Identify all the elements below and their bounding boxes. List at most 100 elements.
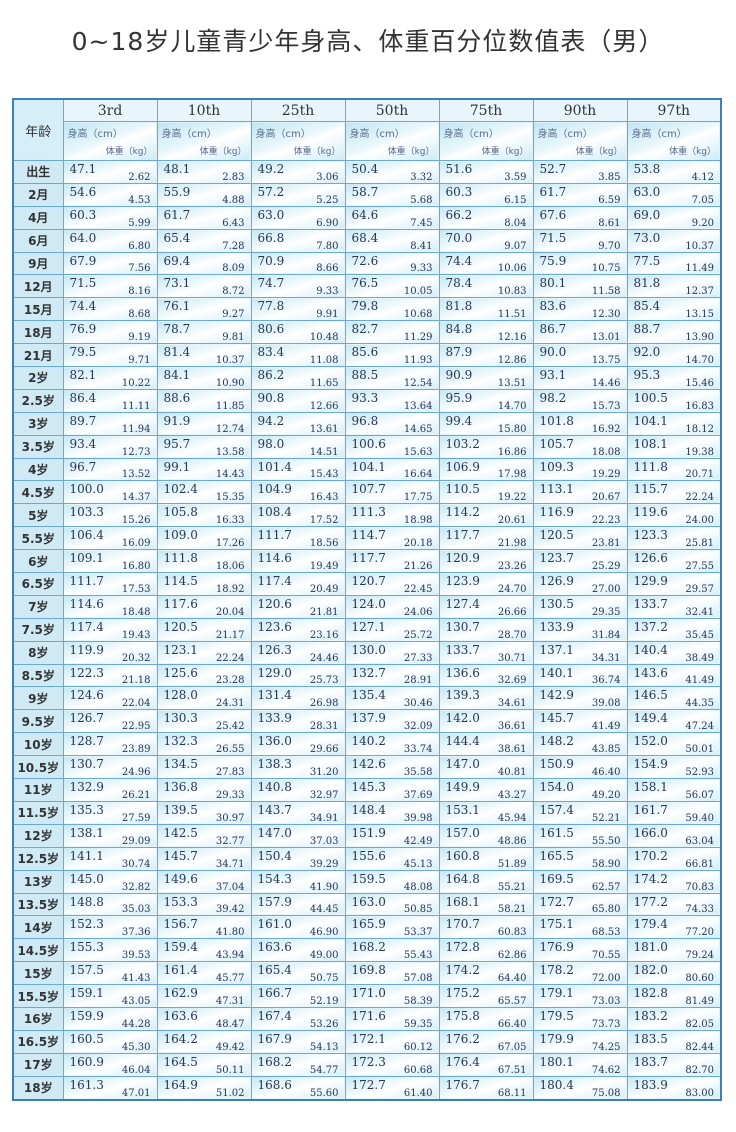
weight-value: 39.29 bbox=[309, 858, 339, 870]
weight-value: 8.41 bbox=[410, 240, 433, 252]
height-value: 67.9 bbox=[69, 253, 97, 268]
table-row: 15月 74.4 8.68 76.1 9.27 77.8 9.91 79.8 10.68 81.8… bbox=[12, 297, 722, 322]
table-row: 3岁 89.7 11.94 91.9 12.74 94.2 13.61 96.8 14.65 99… bbox=[12, 411, 722, 436]
height-value: 99.4 bbox=[445, 413, 473, 428]
percentile-cell: 103.2 16.86 bbox=[438, 434, 534, 459]
height-value: 167.4 bbox=[257, 1008, 292, 1023]
height-value: 120.9 bbox=[445, 551, 480, 566]
percentile-cell: 167.9 54.13 bbox=[250, 1029, 346, 1054]
weight-value: 28.70 bbox=[497, 629, 527, 641]
height-value: 167.9 bbox=[257, 1031, 292, 1046]
weight-value: 6.90 bbox=[316, 217, 339, 229]
height-value: 55.9 bbox=[163, 184, 191, 199]
percentile-cell: 166.0 63.04 bbox=[626, 823, 722, 848]
height-value: 67.6 bbox=[539, 207, 567, 222]
height-value: 145.7 bbox=[163, 848, 198, 863]
percentile-cell: 84.1 10.90 bbox=[156, 366, 252, 390]
age-cell: 2.5岁 bbox=[12, 388, 64, 413]
height-value: 80.6 bbox=[257, 322, 285, 337]
height-value: 103.2 bbox=[445, 436, 480, 451]
percentile-cell: 150.9 46.40 bbox=[532, 755, 628, 780]
percentile-cell: 169.5 62.57 bbox=[532, 869, 628, 894]
percentile-cell: 123.6 23.16 bbox=[250, 617, 346, 642]
weight-value: 8.16 bbox=[128, 286, 151, 298]
height-value: 140.4 bbox=[633, 642, 668, 657]
height-value: 138.1 bbox=[69, 825, 104, 840]
height-value: 157.4 bbox=[539, 802, 574, 817]
weight-value: 51.02 bbox=[215, 1087, 245, 1099]
weight-value: 7.80 bbox=[316, 240, 339, 252]
height-value: 102.4 bbox=[163, 482, 198, 497]
weight-value: 11.85 bbox=[215, 400, 245, 412]
percentile-cell: 148.4 39.98 bbox=[344, 800, 440, 825]
percentile-cell: 120.5 21.17 bbox=[156, 617, 252, 642]
age-cell: 3.5岁 bbox=[12, 434, 64, 459]
percentile-cell: 133.9 31.84 bbox=[532, 617, 628, 642]
weight-value: 17.75 bbox=[403, 492, 433, 504]
height-value: 111.3 bbox=[351, 505, 386, 520]
age-cell: 16岁 bbox=[12, 1006, 64, 1031]
height-value: 106.4 bbox=[69, 528, 104, 543]
weight-value: 18.06 bbox=[215, 561, 245, 573]
weight-value: 66.81 bbox=[685, 858, 714, 870]
percentile-cell: 65.4 7.28 bbox=[156, 228, 252, 253]
height-value: 133.9 bbox=[257, 711, 292, 726]
percentile-cell: 111.8 18.06 bbox=[156, 549, 252, 574]
weight-value: 26.55 bbox=[215, 744, 245, 756]
unit-header-cell: 身高（cm） 体重（kg） bbox=[532, 121, 628, 161]
weight-value: 23.26 bbox=[497, 561, 527, 573]
height-value: 104.1 bbox=[351, 459, 386, 474]
weight-value: 14.43 bbox=[215, 469, 245, 481]
weight-value: 55.60 bbox=[309, 1087, 339, 1099]
height-value: 133.7 bbox=[633, 596, 668, 611]
percentile-cell: 150.4 39.29 bbox=[250, 846, 346, 871]
weight-value: 12.86 bbox=[497, 355, 527, 367]
height-value: 145.3 bbox=[351, 780, 386, 795]
weight-value: 50.75 bbox=[309, 973, 339, 985]
percentile-cell: 135.3 27.59 bbox=[62, 800, 158, 825]
weight-value: 26.21 bbox=[121, 789, 151, 801]
height-value: 73.0 bbox=[633, 230, 661, 245]
height-value: 79.8 bbox=[351, 299, 379, 314]
percentile-cell: 126.3 24.46 bbox=[250, 640, 346, 665]
percentile-cell: 162.9 47.31 bbox=[156, 984, 252, 1008]
height-value: 99.1 bbox=[163, 459, 191, 474]
weight-value: 13.64 bbox=[403, 400, 433, 412]
height-value: 137.2 bbox=[633, 619, 668, 634]
percentile-cell: 142.5 32.77 bbox=[156, 823, 252, 848]
percentile-cell: 72.6 9.33 bbox=[344, 251, 440, 276]
height-value: 136.6 bbox=[445, 665, 480, 680]
percentile-cell: 90.8 12.66 bbox=[250, 388, 346, 413]
height-value: 182.8 bbox=[633, 986, 668, 1001]
height-value: 100.0 bbox=[69, 482, 104, 497]
percentile-cell: 181.0 79.24 bbox=[626, 938, 722, 963]
percentile-cell: 147.0 40.81 bbox=[438, 755, 534, 780]
weight-value: 70.83 bbox=[685, 881, 714, 893]
weight-value: 6.59 bbox=[598, 194, 621, 206]
percentile-cell: 120.9 23.26 bbox=[438, 549, 534, 574]
height-value: 178.2 bbox=[539, 963, 574, 978]
percentile-cell: 142.9 39.08 bbox=[532, 686, 628, 711]
table-row: 9.5岁 126.7 22.95 130.3 25.42 133.9 28.31 137.9 3… bbox=[12, 709, 722, 734]
percentile-cell: 120.5 23.81 bbox=[532, 526, 628, 551]
unit-header-row: 身高（cm） 体重（kg） 身高（cm） 体重（kg） 身高（cm） 体重（kg） 身高（c… bbox=[13, 121, 722, 161]
weight-value: 34.91 bbox=[309, 812, 339, 824]
percentile-cell: 73.1 8.72 bbox=[156, 274, 252, 299]
percentile-header: 50th bbox=[344, 98, 440, 122]
weight-value: 11.58 bbox=[591, 286, 621, 298]
height-value: 170.7 bbox=[445, 917, 480, 932]
height-value: 159.9 bbox=[69, 1008, 104, 1023]
percentile-cell: 179.1 73.03 bbox=[532, 984, 628, 1008]
percentile-cell: 71.5 9.70 bbox=[532, 228, 628, 253]
percentile-cell: 183.7 82.70 bbox=[626, 1052, 722, 1077]
percentile-cell: 70.0 9.07 bbox=[438, 228, 534, 253]
height-value: 109.1 bbox=[69, 551, 104, 566]
height-value: 161.5 bbox=[539, 825, 574, 840]
weight-value: 6.15 bbox=[504, 194, 527, 206]
percentile-cell: 82.7 11.29 bbox=[344, 320, 440, 345]
weight-value: 50.01 bbox=[685, 744, 714, 756]
percentile-cell: 70.9 8.66 bbox=[250, 251, 346, 276]
percentile-cell: 114.6 19.49 bbox=[250, 549, 346, 574]
table-row: 2岁 82.1 10.22 84.1 10.90 86.2 11.65 88.5 12.54 90… bbox=[12, 366, 722, 390]
weight-value: 39.08 bbox=[591, 698, 621, 710]
